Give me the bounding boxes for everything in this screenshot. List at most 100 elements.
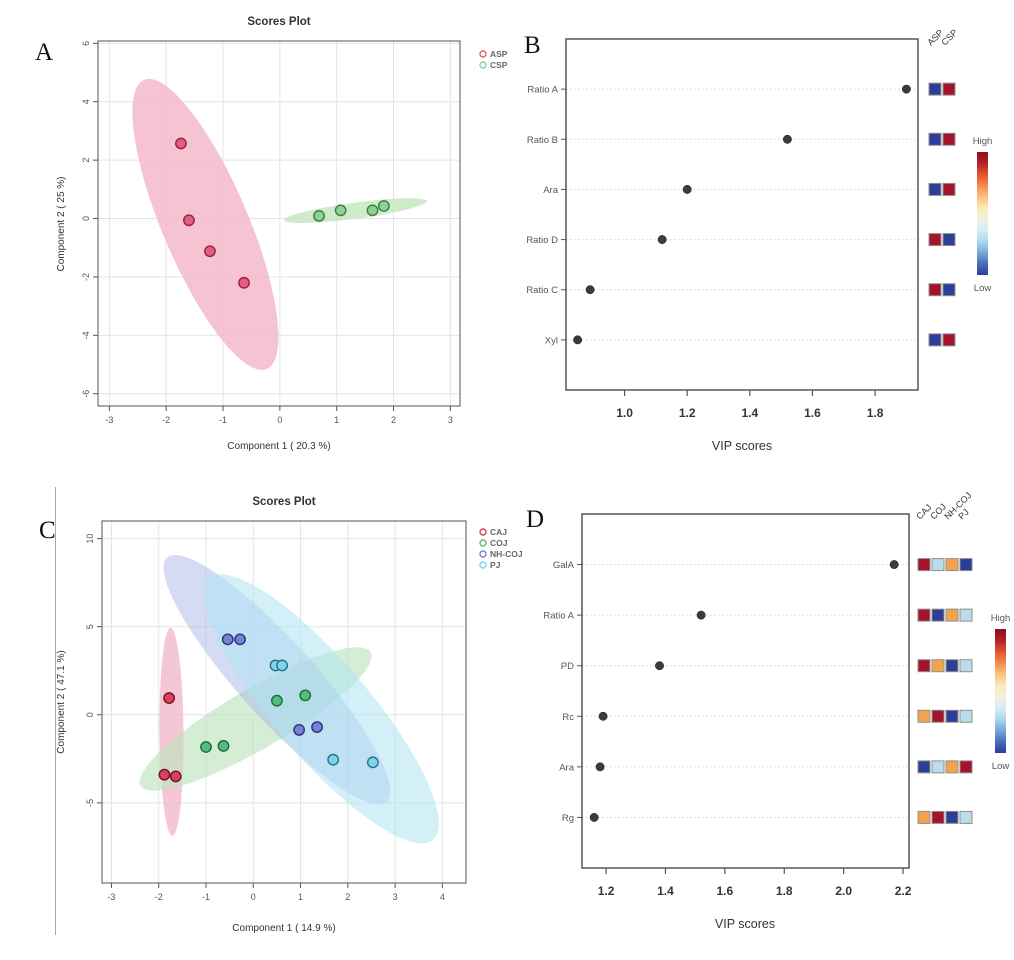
data-point-CSP [377,200,390,212]
x-axis-tick-label: 1.2 [598,884,615,898]
confidence-ellipse-PJ [203,574,439,844]
feature-label: Xyl [545,335,558,346]
heatmap-cell [959,659,973,673]
x-axis-tick-label: -2 [155,892,163,902]
vip-dot [901,84,911,94]
vip-dot [595,762,605,772]
heatmap-cell [917,659,931,673]
heatmap-cell [945,659,959,673]
heatmap-cell [928,182,942,196]
y-axis-tick-label: 4 [81,99,91,104]
x-axis-tick-label: 3 [448,415,453,425]
data-point-CSP [334,204,347,217]
colorbar-low-label: Low [992,761,1010,772]
x-axis-tick-label: 4 [440,892,445,902]
x-axis-tick-label: 1.4 [741,406,758,420]
x-axis-tick-label: -2 [162,415,170,425]
legend-label-PJ: PJ [490,560,501,570]
y-axis-tick-label: 0 [85,712,95,717]
data-point-ASP [204,245,216,258]
heatmap-cell [942,283,956,297]
y-axis-tick-label: 2 [81,158,91,163]
heatmap-cell [945,558,959,572]
plot-border [101,520,467,884]
x-axis-tick-label: -3 [107,892,115,902]
data-point-CAJ [158,768,171,781]
confidence-ellipses [139,555,439,844]
heatmap-cell [945,608,959,622]
vip-dot [889,560,899,570]
data-point-CSP [366,204,379,217]
confidence-ellipse-CAJ [159,627,184,836]
x-axis-tick-label: 1.2 [679,406,696,420]
heatmap-cell [931,659,945,673]
x-axis-tick-label: 1.6 [717,884,734,898]
y-axis-tick-label: -5 [85,799,95,807]
heatmap-cell [931,608,945,622]
x-axis-tick-label: 2 [391,415,396,425]
panel-b-label: B [524,32,541,59]
feature-label: Rg [562,813,574,824]
x-axis-tick-label: 1.0 [616,406,633,420]
plot-border [97,40,461,407]
data-point-NH-COJ [221,633,234,646]
vip-dot [585,285,595,295]
x-axis-tick-label: 1 [298,892,303,902]
legend-marker-COJ [479,539,487,547]
heatmap-cell [928,233,942,247]
scores-panel-A: -3 -2 -1 0 1 2 3 6 4 2 0 -2 -4 -6 Scores Plot Component… [56,16,508,452]
panel-a-label: A [35,39,54,66]
y-axis-tick-label: 5 [85,624,95,629]
y-axis-tick-label: 6 [81,41,91,46]
legend-marker-CAJ [479,528,487,536]
feature-label: Ratio A [527,85,558,96]
y-axis-tick-label: -2 [81,273,91,281]
data-point-NH-COJ [234,633,246,646]
y-axis-tick-label: 10 [85,534,95,544]
legend-label-NH-COJ: NH-COJ [490,549,523,559]
colorbar [977,152,988,275]
colorbar-high-label: High [973,136,993,147]
x-axis-label: VIP scores [715,917,775,931]
vip-panel-D: GalA Ratio A PD Rc Ara Rg 1.2 1.4 1.6 1.8 2.0 2.2 VI… [543,490,1010,931]
data-point-NH-COJ [293,724,306,736]
data-point-COJ [217,740,230,752]
heatmap-cell [917,709,931,723]
x-axis-tick-label: 3 [393,892,398,902]
feature-label: Ara [559,762,575,773]
legend-label-ASP: ASP [490,49,508,59]
data-point-COJ [271,694,283,707]
heatmap-cell [917,760,931,774]
x-axis-tick-label: 0 [277,415,282,425]
heatmap-cell [928,132,942,146]
legend-marker-CSP [479,61,487,69]
x-axis-tick-label: -3 [105,415,113,425]
data-point-CSP [313,210,325,222]
feature-label: Ratio A [543,611,574,622]
feature-label: GalA [553,560,575,571]
data-point-CAJ [163,692,176,704]
heatmap-cell [917,608,931,622]
x-axis-tick-label: 1 [334,415,339,425]
chart-title: Scores Plot [247,16,310,28]
legend-label-CAJ: CAJ [490,527,507,537]
x-axis-label: Component 1 ( 14.9 %) [232,923,335,934]
heatmap-cell [928,82,942,96]
heatmap-cell [931,558,945,572]
heatmap-cell [945,810,959,824]
x-axis-tick-label: 2.2 [895,884,912,898]
confidence-ellipse-ASP [132,78,279,370]
y-axis-tick-label: -6 [81,390,91,398]
vip-dot [655,661,664,671]
x-axis-tick-label: 0 [251,892,256,902]
heat-column-header: CSP [939,27,959,47]
heatmap-cell [942,132,956,146]
plot-border [565,38,919,391]
x-axis-tick-label: -1 [202,892,210,902]
data-point-PJ [366,756,379,769]
y-axis-tick-label: 0 [81,216,91,221]
heatmap-cell [942,233,956,247]
plot-border [581,513,910,869]
